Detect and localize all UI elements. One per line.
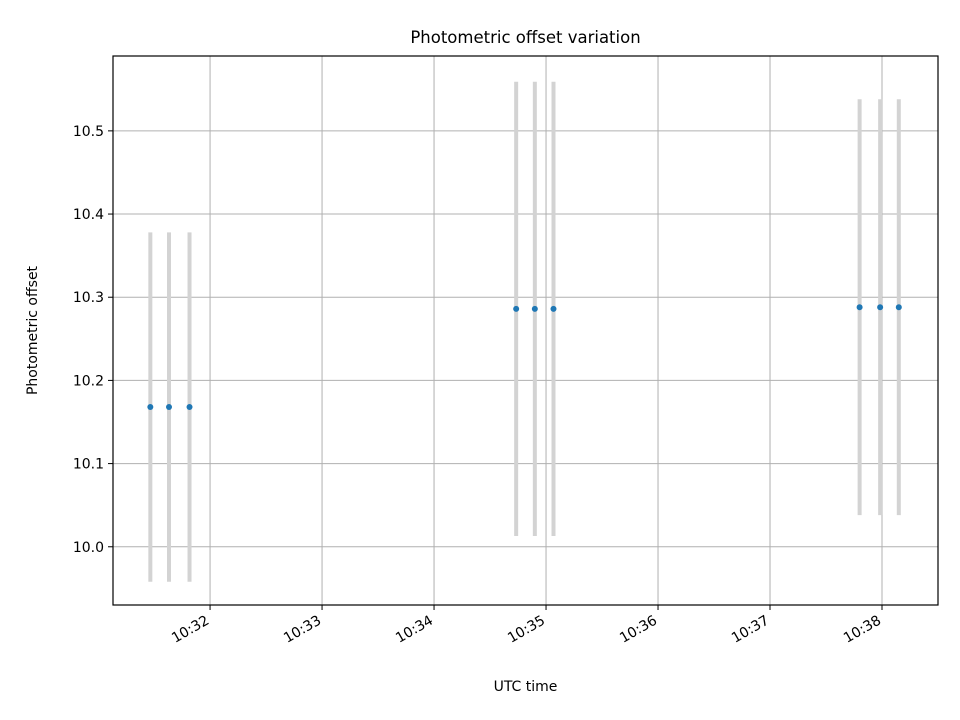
data-point xyxy=(147,404,154,411)
y-tick-label: 10.0 xyxy=(73,540,104,556)
data-point xyxy=(877,304,884,311)
data-point xyxy=(186,404,193,411)
y-axis: 10.0 10.1 10.2 10.3 10.4 10.5 xyxy=(73,124,113,556)
y-axis-label: Photometric offset xyxy=(25,265,41,395)
data-point xyxy=(165,404,172,411)
data-point xyxy=(531,305,538,312)
data-points xyxy=(147,304,902,411)
data-point xyxy=(895,304,902,311)
y-tick-label: 10.3 xyxy=(73,290,104,306)
y-tick-label: 10.4 xyxy=(73,207,104,223)
data-point xyxy=(856,304,863,311)
data-point xyxy=(513,305,520,312)
data-point xyxy=(550,305,557,312)
plot-frame xyxy=(112,55,939,606)
grid xyxy=(113,56,938,605)
y-tick-label: 10.1 xyxy=(73,457,104,473)
y-tick-label: 10.5 xyxy=(73,124,104,140)
x-axis-label: UTC time xyxy=(494,679,558,695)
y-tick-label: 10.2 xyxy=(73,373,104,389)
chart-title: Photometric offset variation xyxy=(410,28,640,47)
